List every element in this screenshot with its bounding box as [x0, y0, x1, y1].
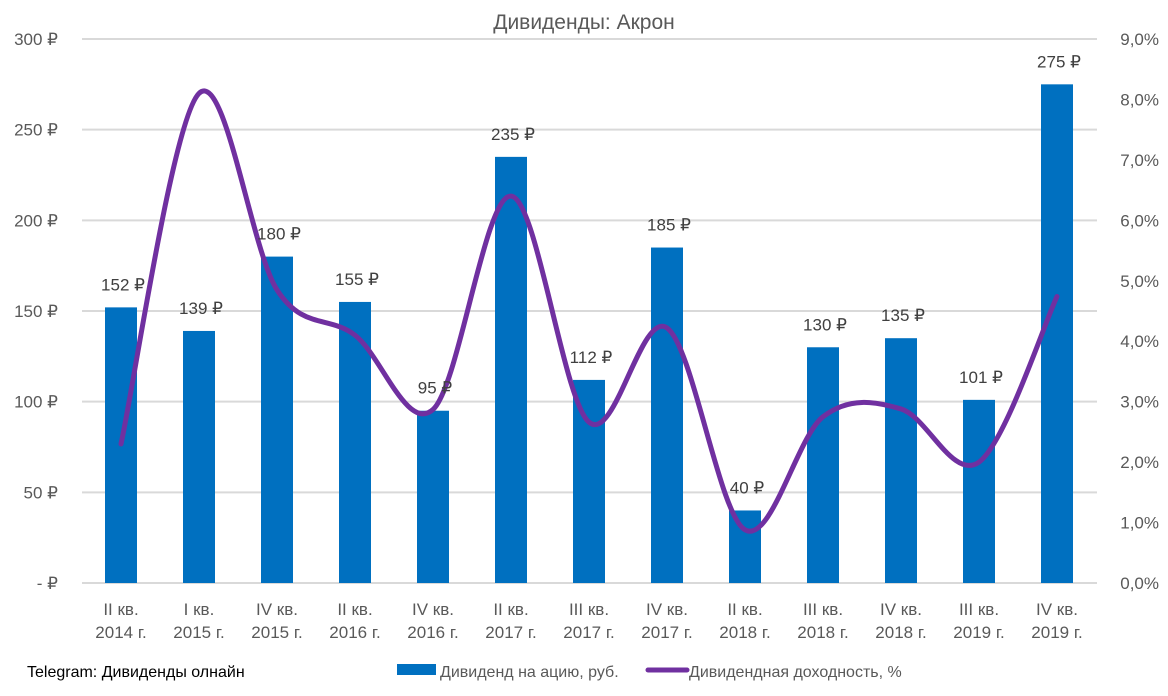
bar: [261, 256, 293, 583]
right-axis-tick-label: 8,0%: [1120, 90, 1159, 109]
legend-item-line: Дивидендная доходность, %: [645, 664, 902, 681]
right-axis-tick-label: 5,0%: [1120, 272, 1159, 291]
left-axis-ticks: - ₽ 50 ₽ 100 ₽ 150 ₽ 200 ₽ 250 ₽ 300 ₽: [14, 30, 58, 593]
bar: [495, 156, 527, 583]
left-axis-tick-label: - ₽: [37, 574, 58, 593]
bar: [885, 338, 917, 583]
legend-bar-swatch: [397, 664, 436, 675]
bar: [183, 330, 215, 583]
bar: [807, 347, 839, 583]
left-axis-tick-label: 300 ₽: [14, 30, 58, 49]
category-label-quarter: II кв.: [337, 600, 372, 619]
yield-line: [118, 88, 1060, 534]
right-axis-tick-label: 9,0%: [1120, 30, 1159, 49]
category-label-year: 2018 г.: [875, 623, 926, 642]
right-axis-tick-label: 1,0%: [1120, 514, 1159, 533]
left-axis-tick-label: 150 ₽: [14, 302, 58, 321]
category-label-quarter: III кв.: [569, 600, 609, 619]
bar-data-label: 40 ₽: [730, 478, 765, 497]
right-axis-tick-label: 3,0%: [1120, 393, 1159, 412]
left-axis-tick-label: 100 ₽: [14, 393, 58, 412]
bar-data-label: 112 ₽: [570, 348, 613, 367]
category-label-year: 2019 г.: [1031, 623, 1082, 642]
legend-bar-label: Дивиденд на ацию, руб.: [440, 664, 619, 681]
legend-item-bars: Дивиденд на ацию, руб.: [397, 664, 619, 681]
right-axis-ticks: 0,0% 1,0% 2,0% 3,0% 4,0% 5,0% 6,0% 7,0% 8,0% 9,0%: [1120, 30, 1159, 593]
source-note: Telegram: Дивиденды олнайн: [27, 664, 245, 681]
bar: [417, 410, 449, 583]
bar: [651, 247, 683, 584]
bar-data-labels: 152 ₽ 139 ₽ 180 ₽ 155 ₽ 95 ₽ 235 ₽ 112 ₽ 185 ₽ 4…: [101, 52, 1081, 497]
bar-data-label: 185 ₽: [647, 216, 691, 235]
left-axis-tick-label: 50 ₽: [24, 483, 59, 502]
category-label-year: 2015 г.: [173, 623, 224, 642]
bar-data-label: 139 ₽: [179, 299, 223, 318]
category-label-year: 2016 г.: [329, 623, 380, 642]
category-label-year: 2014 г.: [95, 623, 146, 642]
category-label-year: 2015 г.: [251, 623, 302, 642]
bar-data-label: 275 ₽: [1037, 52, 1081, 71]
category-axis-labels: II кв. 2014 г. I кв. 2015 г. IV кв. 2015 г. II…: [95, 600, 1082, 642]
bar-data-label: 130 ₽: [803, 315, 847, 334]
category-label-quarter: II кв.: [727, 600, 762, 619]
chart-title: Дивиденды: Акрон: [493, 11, 675, 34]
category-label-year: 2018 г.: [797, 623, 848, 642]
right-axis-tick-label: 2,0%: [1120, 453, 1159, 472]
legend-line-label: Дивидендная доходность, %: [689, 664, 902, 681]
category-label-quarter: I кв.: [184, 600, 215, 619]
line-series: [118, 88, 1060, 534]
category-label-year: 2019 г.: [953, 623, 1004, 642]
category-label-quarter: IV кв.: [412, 600, 454, 619]
category-label-quarter: IV кв.: [256, 600, 298, 619]
bar-data-label: 235 ₽: [491, 125, 535, 144]
category-label-quarter: IV кв.: [646, 600, 688, 619]
bar-data-label: 101 ₽: [959, 368, 1003, 387]
category-label-year: 2018 г.: [719, 623, 770, 642]
bar: [729, 510, 761, 583]
category-label-quarter: II кв.: [103, 600, 138, 619]
bar: [1041, 84, 1073, 583]
category-label-year: 2016 г.: [407, 623, 458, 642]
bar-data-label: 95 ₽: [418, 379, 453, 398]
right-axis-tick-label: 7,0%: [1120, 151, 1159, 170]
legend: Дивиденд на ацию, руб. Дивидендная доход…: [397, 664, 902, 681]
category-label-year: 2017 г.: [563, 623, 614, 642]
left-axis-tick-label: 200 ₽: [14, 211, 58, 230]
category-label-year: 2017 г.: [485, 623, 536, 642]
bar-series: [105, 84, 1073, 584]
category-label-quarter: IV кв.: [1036, 600, 1078, 619]
category-label-quarter: II кв.: [493, 600, 528, 619]
right-axis-tick-label: 4,0%: [1120, 332, 1159, 351]
bar-data-label: 155 ₽: [335, 270, 379, 289]
right-axis-tick-label: 6,0%: [1120, 211, 1159, 230]
bar-data-label: 152 ₽: [101, 275, 145, 294]
bar: [573, 379, 605, 583]
category-label-quarter: III кв.: [803, 600, 843, 619]
bar: [963, 399, 995, 583]
right-axis-tick-label: 0,0%: [1120, 574, 1159, 593]
category-label-year: 2017 г.: [641, 623, 692, 642]
category-label-quarter: III кв.: [959, 600, 999, 619]
bar-data-label: 135 ₽: [881, 306, 925, 325]
bar-data-label: 180 ₽: [257, 225, 301, 244]
category-label-quarter: IV кв.: [880, 600, 922, 619]
left-axis-tick-label: 250 ₽: [14, 121, 58, 140]
